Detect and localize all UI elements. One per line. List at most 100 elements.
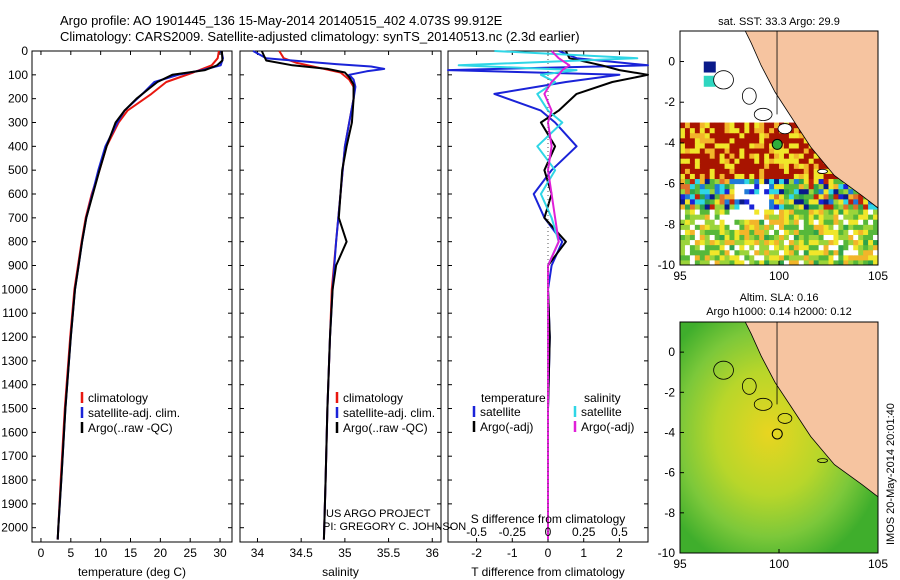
sst-cell [764,214,770,220]
sst-cell [783,249,790,256]
sst-cell [774,132,780,139]
sst-cell [843,203,849,210]
sst-cell [759,229,765,235]
sst-cell [788,198,795,205]
sst-cell [823,239,829,246]
sst-cell [734,249,740,256]
sst-cell [873,244,879,251]
sst-cell [788,254,795,261]
y-tick-label: 400 [8,139,28,153]
y-tick-label: -2 [664,95,675,109]
sst-cell [719,178,726,185]
sst-cell [704,183,711,190]
sst-cell [798,158,805,164]
sst-cell [769,158,775,164]
sst-cell [853,209,859,215]
sst-cell [873,224,879,230]
sst-cell [764,178,770,185]
sst-cell [803,142,810,149]
sst-cell [734,142,740,149]
sst-cell [734,153,740,159]
sst-cell [803,254,810,261]
sst-cell [828,214,834,220]
sst-cell [680,229,686,235]
sst-cell [813,178,820,185]
sst-cell [704,198,711,205]
sst-cell [843,198,849,205]
sst-cell [680,148,686,154]
sst-cell [694,183,701,190]
sst-cell [744,224,750,230]
sst-cell [754,188,760,195]
sst-cell [704,239,711,246]
sst-cell [719,148,726,154]
sst-cell [704,137,711,144]
sst-cell [694,188,701,195]
sst-cell [764,142,770,149]
sst-cell [808,158,815,164]
sst-cell [838,234,844,241]
sst-cell [788,219,795,225]
sst-cell [798,219,805,225]
sst-cell [719,193,726,200]
sst-cell [724,183,730,190]
sst-cell [833,203,839,210]
y-tick-label: 1900 [1,497,28,511]
sst-cell [694,249,701,256]
sst-cell [848,254,854,261]
sst-cell [709,214,716,220]
sst-cell [843,183,849,190]
sst-cell [808,183,815,190]
sst-cell [858,239,864,246]
sst-cell [783,254,790,261]
sst-cell [808,259,815,266]
sst-cell [739,239,745,246]
sst-cell [823,193,829,200]
sst-cell [759,239,765,246]
sst-cell [769,214,775,220]
sst-cell [769,239,775,246]
sst-cell [729,259,735,266]
sst-cell [729,148,735,154]
sst-cell [749,153,755,159]
island [777,412,793,424]
sst-cell [689,142,696,149]
sst-cell [843,214,849,220]
sst-cell [749,229,755,235]
sst-cell [734,132,740,139]
sst-cell [823,219,829,225]
sst-cell [744,188,750,195]
sst-cell [868,203,874,210]
sst-cell [873,229,879,235]
sst-cell [774,127,780,134]
sst-cell [699,158,706,164]
sst-cell [729,193,735,200]
sst-cell [759,209,765,215]
sst-cell [848,198,854,205]
sst-cell [779,219,785,225]
sst-cell [724,229,730,235]
sst-cell [704,132,711,139]
sst-cell [709,193,716,200]
sst-cell [793,209,800,215]
sst-cell [803,229,810,235]
sst-cell [813,224,820,230]
sst-cell [754,249,760,256]
sst-cell [744,178,750,185]
sst-cell [680,168,686,174]
sst-cell [783,148,790,154]
y-tick-label: 2000 [1,521,28,535]
x-tick-label: 100 [769,557,789,571]
sst-cell [709,239,716,246]
sst-cell [719,188,726,195]
sst-cell [724,188,730,195]
sst-cell [783,224,790,230]
sst-cell [724,259,730,266]
sst-cell [749,254,755,261]
sst-cell [868,214,874,220]
sst-cell [744,239,750,246]
sst-cell [704,178,711,185]
map-title: Altim. SLA: 0.16 [740,292,819,304]
y-tick-label: 100 [8,68,28,82]
sst-cell [774,254,780,261]
